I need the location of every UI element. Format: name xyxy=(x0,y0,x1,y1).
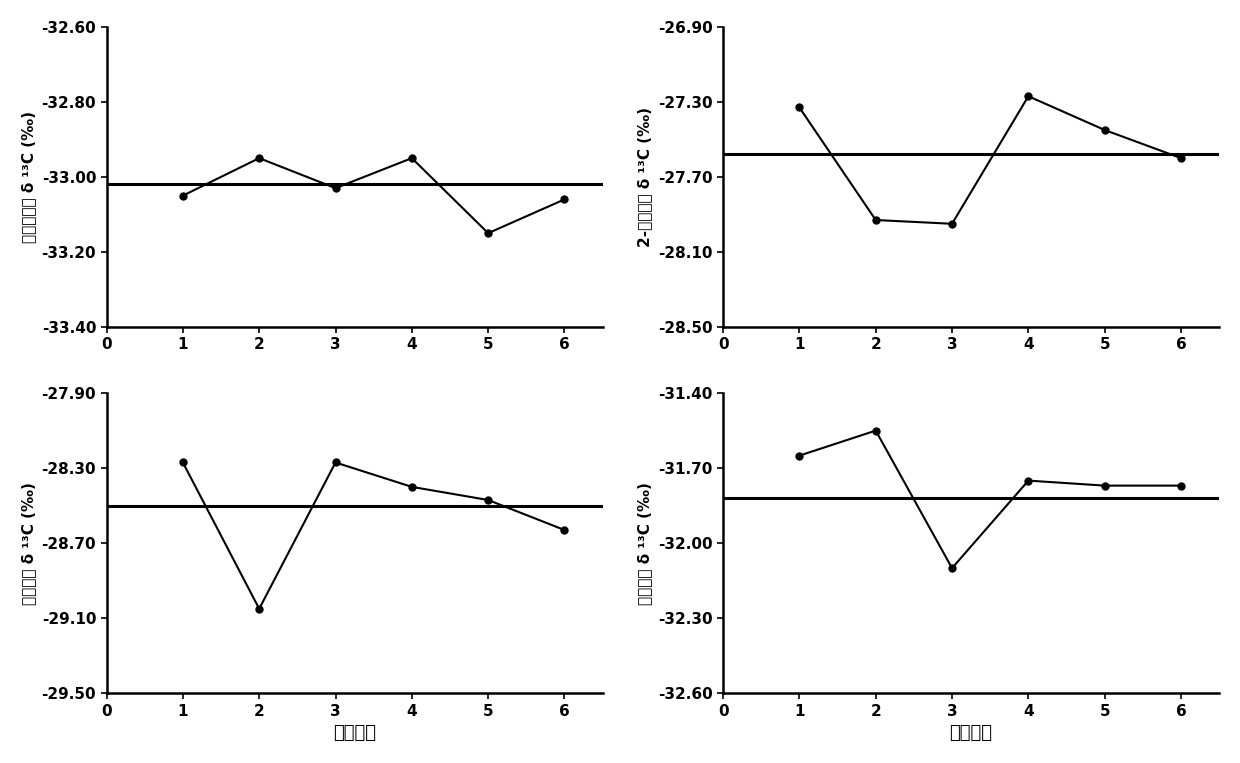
Y-axis label: 乙酸异戊鄙 δ ¹³C (‰): 乙酸异戊鄙 δ ¹³C (‰) xyxy=(21,111,36,243)
Y-axis label: 癸酸乙鄙 δ ¹³C (‰): 癸酸乙鄙 δ ¹³C (‰) xyxy=(637,481,652,604)
Y-axis label: 辛酸乙鄙 δ ¹³C (‰): 辛酸乙鄙 δ ¹³C (‰) xyxy=(21,481,36,604)
X-axis label: 实验次数: 实验次数 xyxy=(334,724,376,742)
Y-axis label: 2-苯基乙醇 δ ¹³C (‰): 2-苯基乙醇 δ ¹³C (‰) xyxy=(637,107,652,247)
X-axis label: 实验次数: 实验次数 xyxy=(950,724,993,742)
